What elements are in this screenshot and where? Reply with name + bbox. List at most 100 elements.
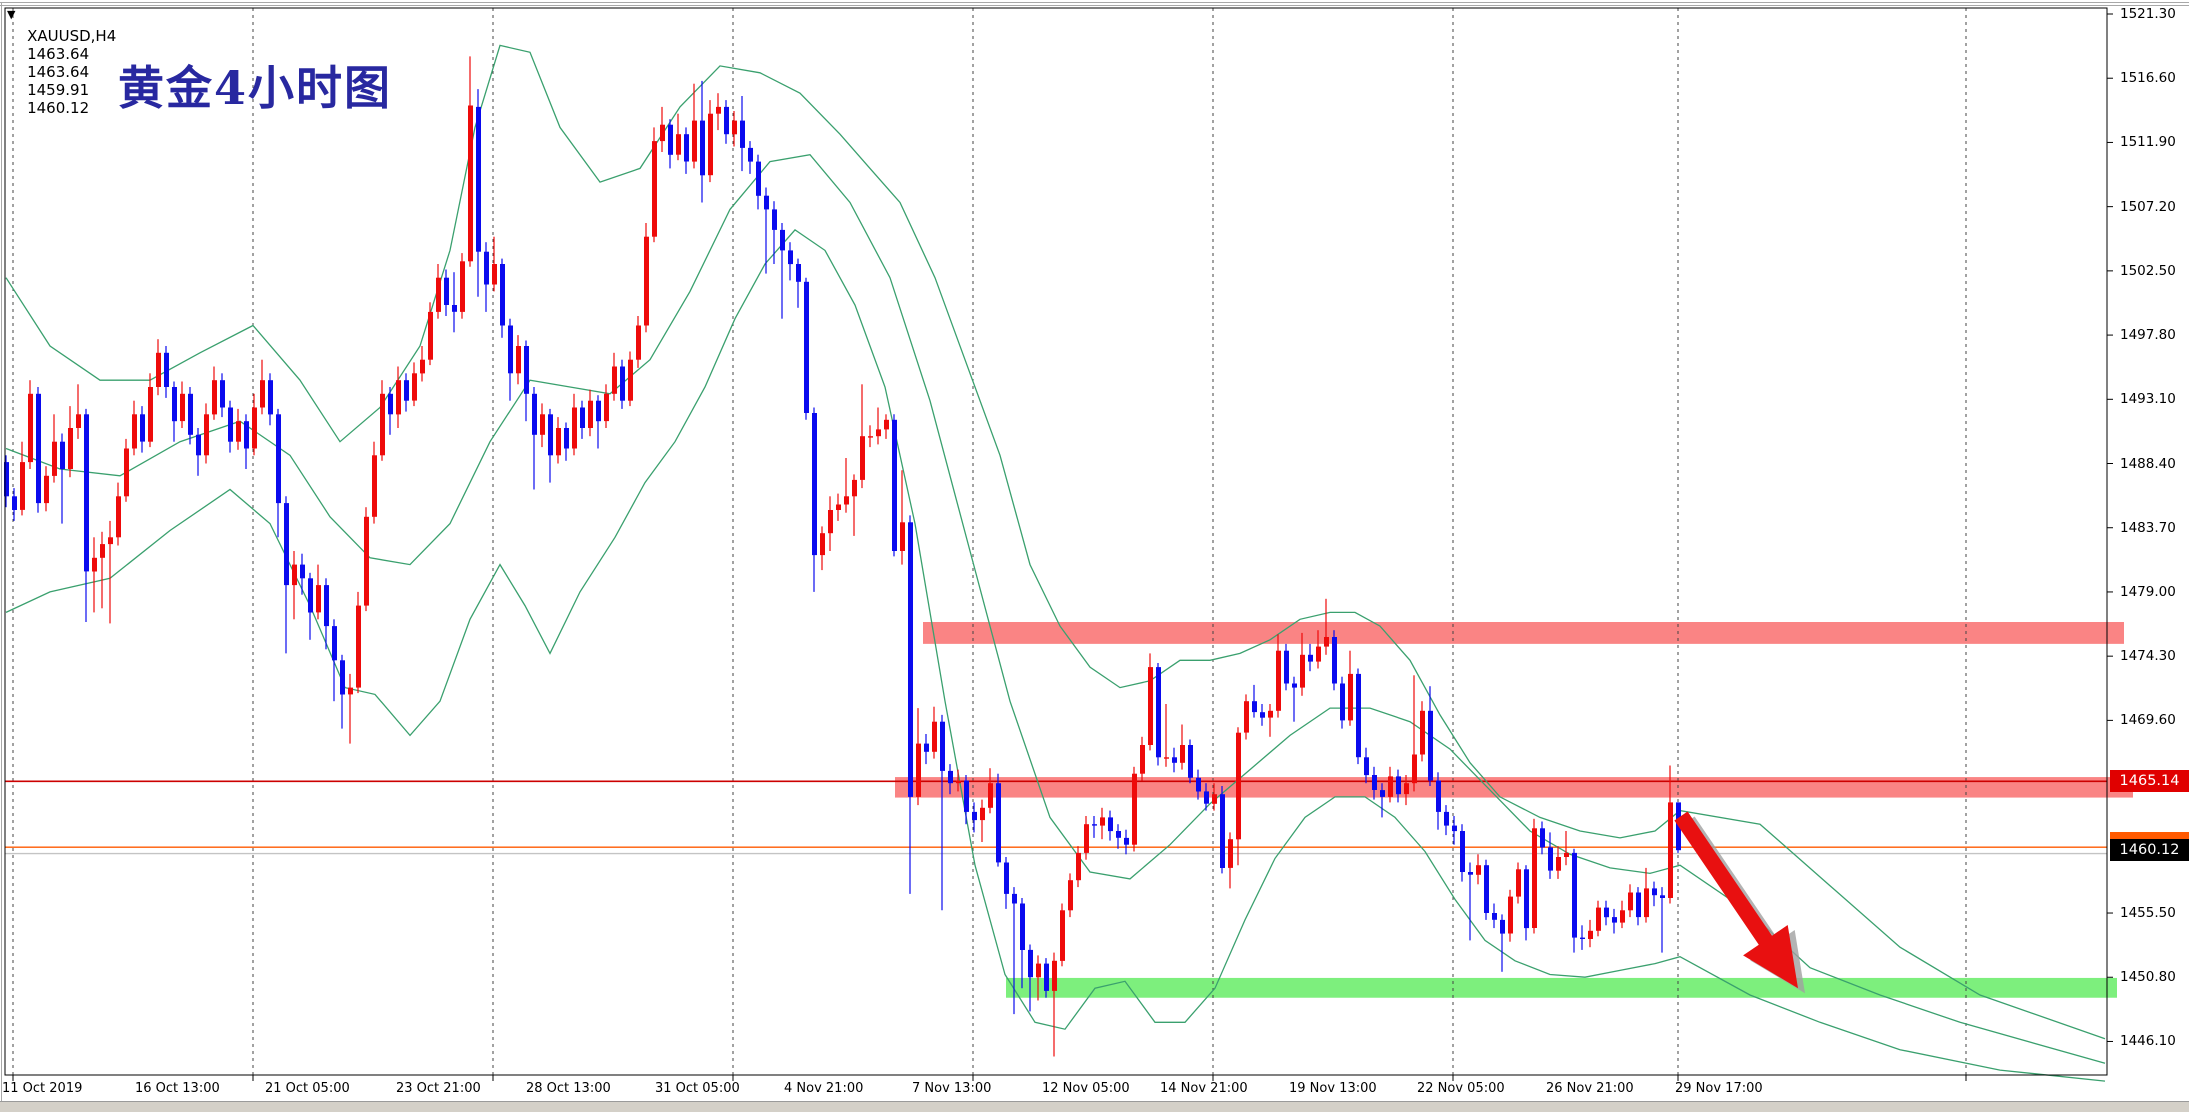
candle-down[interactable] [524, 340, 529, 422]
candle-up[interactable] [380, 380, 385, 461]
candle-down[interactable] [1124, 829, 1129, 855]
candle-up[interactable] [116, 482, 121, 546]
candle-up[interactable] [1036, 955, 1041, 1001]
candle-down[interactable] [1604, 900, 1609, 926]
candle-down[interactable] [500, 258, 505, 338]
symbol-marker-icon[interactable]: ▼ [7, 8, 16, 21]
candle-down[interactable] [276, 408, 281, 538]
candle-up[interactable] [628, 351, 633, 407]
candle-up[interactable] [148, 373, 153, 448]
candle-down[interactable] [452, 272, 457, 333]
candle-down[interactable] [892, 414, 897, 557]
candle-up[interactable] [1276, 634, 1281, 718]
candle-up[interactable] [716, 93, 721, 131]
candle-up[interactable] [676, 113, 681, 161]
candle-up[interactable] [1132, 766, 1137, 852]
candle-up[interactable] [68, 406, 73, 478]
candle-down[interactable] [1468, 862, 1473, 941]
candle-down[interactable] [268, 373, 273, 426]
candle-down[interactable] [788, 242, 793, 281]
resistance-zone-1465[interactable] [895, 777, 2133, 798]
candle-up[interactable] [1620, 900, 1625, 929]
candle-up[interactable] [44, 466, 49, 512]
candle-up[interactable] [212, 366, 217, 420]
candle-up[interactable] [108, 520, 113, 624]
candle-up[interactable] [1476, 854, 1481, 885]
candle-up[interactable] [1236, 727, 1241, 866]
candle-down[interactable] [444, 269, 449, 317]
candle-down[interactable] [1116, 824, 1121, 849]
candle-up[interactable] [1532, 818, 1537, 934]
candle-down[interactable] [1156, 663, 1161, 766]
candle-up[interactable] [1508, 889, 1513, 942]
candle-down[interactable] [164, 346, 169, 398]
candle-up[interactable] [1300, 632, 1305, 696]
candle-up[interactable] [1060, 903, 1065, 967]
candle-up[interactable] [356, 591, 361, 694]
candle-up[interactable] [1180, 724, 1185, 770]
candle-up[interactable] [460, 253, 465, 319]
candle-down[interactable] [532, 387, 537, 490]
candle-down[interactable] [596, 395, 601, 449]
candle-up[interactable] [1140, 736, 1145, 781]
candle-down[interactable] [972, 802, 977, 833]
candle-down[interactable] [1204, 783, 1209, 811]
candle-down[interactable] [1172, 747, 1177, 773]
candle-up[interactable] [92, 537, 97, 613]
support-zone-green[interactable] [1006, 977, 2117, 998]
candle-up[interactable] [1052, 952, 1057, 1057]
candle-up[interactable] [156, 339, 161, 396]
candle-down[interactable] [772, 201, 777, 264]
candle-up[interactable] [412, 362, 417, 407]
candle-up[interactable] [428, 302, 433, 366]
candle-up[interactable] [1164, 704, 1169, 767]
candle-down[interactable] [796, 258, 801, 308]
candle-down[interactable] [300, 553, 305, 595]
candle-down[interactable] [1012, 887, 1017, 1015]
candle-up[interactable] [820, 526, 825, 571]
candle-up[interactable] [1100, 807, 1105, 840]
candle-down[interactable] [1524, 865, 1529, 941]
trend-arrow[interactable] [1674, 811, 1798, 989]
candle-up[interactable] [1404, 775, 1409, 806]
candle-down[interactable] [220, 373, 225, 418]
candle-up[interactable] [252, 393, 257, 456]
candle-up[interactable] [1596, 900, 1601, 937]
candle-up[interactable] [348, 673, 353, 744]
candle-down[interactable] [1092, 816, 1097, 838]
candle-up[interactable] [932, 706, 937, 759]
candle-down[interactable] [340, 654, 345, 729]
candle-down[interactable] [476, 89, 481, 297]
candle-down[interactable] [1364, 747, 1369, 784]
candle-down[interactable] [1548, 832, 1553, 879]
candle-up[interactable] [612, 352, 617, 401]
candle-up[interactable] [636, 316, 641, 368]
candle-up[interactable] [1588, 919, 1593, 948]
candle-down[interactable] [1612, 908, 1617, 934]
candle-up[interactable] [100, 531, 105, 609]
candle-down[interactable] [1460, 824, 1465, 882]
candle-down[interactable] [940, 714, 945, 911]
candle-down[interactable] [1660, 887, 1665, 953]
candle-up[interactable] [732, 111, 737, 147]
candle-down[interactable] [1636, 887, 1641, 926]
candle-down[interactable] [580, 400, 585, 439]
candle-up[interactable] [1556, 846, 1561, 879]
candle-down[interactable] [700, 80, 705, 203]
candle-up[interactable] [372, 441, 377, 524]
candle-down[interactable] [1284, 643, 1289, 691]
candle-up[interactable] [1412, 675, 1417, 792]
candle-up[interactable] [692, 83, 697, 169]
candle-up[interactable] [180, 381, 185, 429]
candle-down[interactable] [484, 242, 489, 312]
candle-up[interactable] [652, 127, 657, 243]
candle-down[interactable] [748, 141, 753, 174]
candle-up[interactable] [1420, 701, 1425, 762]
candle-up[interactable] [1268, 704, 1273, 737]
candle-up[interactable] [604, 384, 609, 428]
candle-down[interactable] [1252, 684, 1257, 718]
candle-up[interactable] [556, 417, 561, 464]
candle-down[interactable] [1492, 903, 1497, 929]
candle-down[interactable] [948, 764, 953, 795]
candle-down[interactable] [740, 96, 745, 172]
